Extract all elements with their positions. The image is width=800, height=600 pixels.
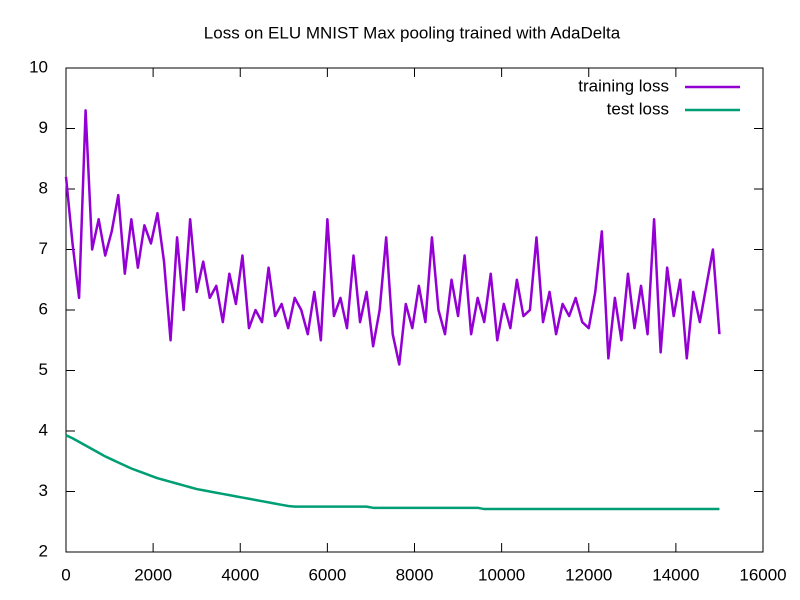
x-tick-label: 8000 [396, 565, 434, 584]
x-tick-label: 6000 [308, 565, 346, 584]
x-tick-label: 14000 [652, 565, 699, 584]
y-tick-label: 10 [29, 57, 48, 76]
x-tick-label: 16000 [739, 565, 786, 584]
legend-label: test loss [607, 99, 669, 118]
x-tick-label: 0 [61, 565, 70, 584]
y-tick-label: 4 [39, 420, 48, 439]
y-tick-label: 9 [39, 118, 48, 137]
y-tick-label: 7 [39, 239, 48, 258]
y-tick-label: 3 [39, 481, 48, 500]
x-tick-label: 4000 [221, 565, 259, 584]
y-tick-label: 6 [39, 299, 48, 318]
chart-title: Loss on ELU MNIST Max pooling trained wi… [204, 23, 621, 42]
y-tick-label: 8 [39, 178, 48, 197]
x-tick-label: 12000 [565, 565, 612, 584]
data-line [65, 434, 720, 511]
data-line [64, 109, 721, 366]
y-tick-label: 2 [39, 541, 48, 560]
y-tick-label: 5 [39, 360, 48, 379]
x-tick-label: 2000 [134, 565, 172, 584]
legend-label: training loss [578, 76, 669, 95]
x-tick-label: 10000 [478, 565, 525, 584]
